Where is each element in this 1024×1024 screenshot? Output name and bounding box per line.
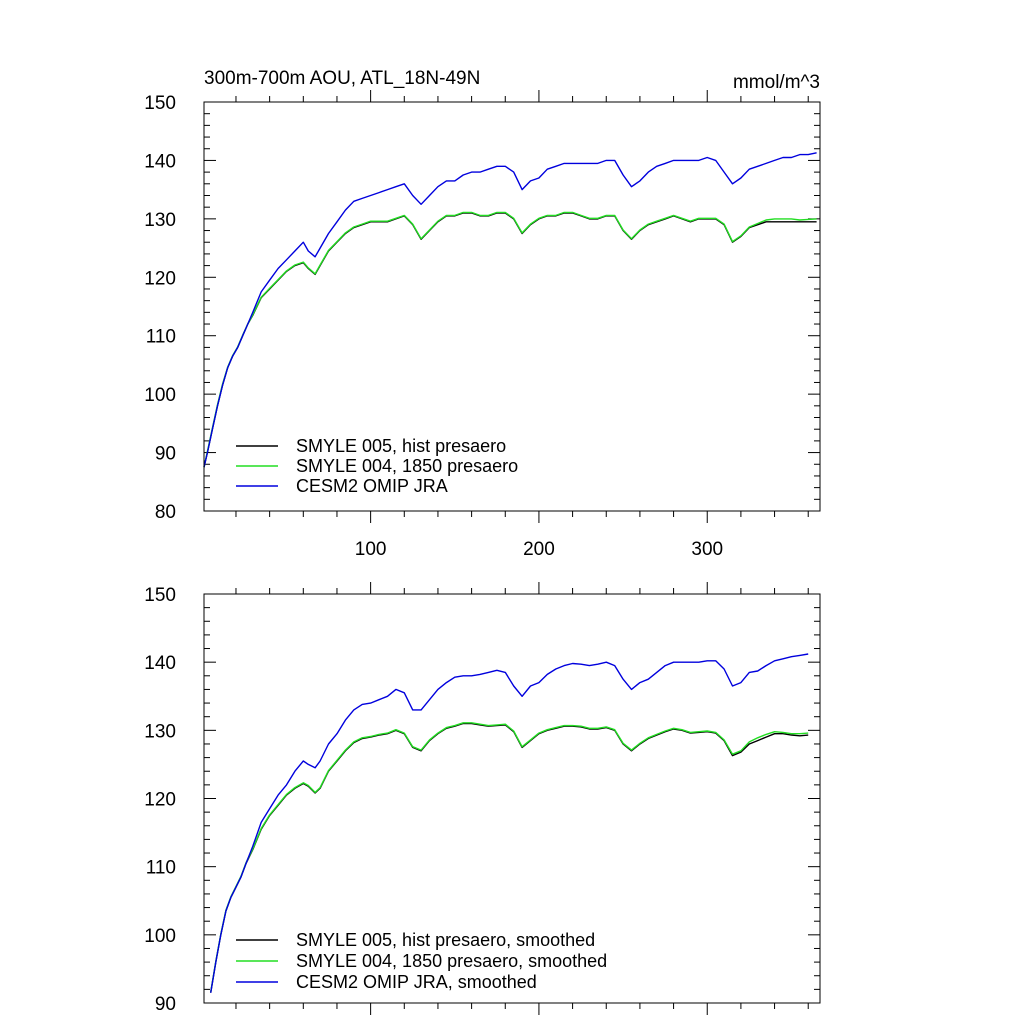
- units-label: mmol/m^3: [733, 72, 820, 93]
- y-tick-label: 90: [155, 444, 176, 465]
- y-tick-label: 150: [144, 585, 176, 606]
- y-tick-label: 140: [144, 151, 176, 172]
- legend-label: SMYLE 004, 1850 presaero: [296, 456, 518, 476]
- y-tick-label: 90: [155, 994, 176, 1015]
- series-line: [210, 653, 809, 993]
- series-line: [210, 722, 809, 993]
- x-tick-label: 200: [523, 539, 555, 560]
- x-tick-label: 300: [691, 539, 723, 560]
- y-tick-label: 110: [146, 858, 176, 879]
- legend: SMYLE 005, hist presaero, smoothedSMYLE …: [236, 930, 607, 992]
- series-lines: [210, 653, 809, 993]
- y-tick-label: 130: [144, 210, 176, 231]
- y-tick-label: 140: [144, 653, 176, 674]
- legend-label: SMYLE 005, hist presaero, smoothed: [296, 930, 595, 950]
- series-line: [203, 152, 817, 468]
- chart-panel-top: 300m-700m AOU, ATL_18N-49N mmol/m^3 80 90…: [144, 68, 821, 560]
- y-tick-label: 150: [144, 93, 176, 114]
- y-tick-labels: 80 90 100 110 120 130 140 150: [144, 93, 176, 523]
- plot-frame: [203, 593, 821, 1004]
- y-tick-label: 130: [144, 721, 176, 742]
- y-tick-label: 100: [144, 385, 176, 406]
- x-tick-label: 100: [355, 539, 387, 560]
- axis-ticks: [204, 582, 820, 1015]
- chart-panel-bottom: 90 100 110 120 130 140 150 SMYLE 005, hist pre…: [144, 582, 821, 1015]
- x-tick-labels: 100 200 300: [355, 539, 723, 560]
- legend-label: SMYLE 005, hist presaero: [296, 436, 506, 456]
- y-tick-label: 120: [144, 268, 176, 289]
- series-line: [203, 211, 817, 468]
- y-tick-label: 100: [144, 926, 176, 947]
- legend-label: CESM2 OMIP JRA: [296, 476, 448, 496]
- series-lines: [203, 152, 817, 468]
- legend-label: CESM2 OMIP JRA, smoothed: [296, 972, 537, 992]
- plot-frame: [203, 101, 821, 512]
- y-tick-label: 120: [144, 790, 176, 811]
- chart-title: 300m-700m AOU, ATL_18N-49N: [204, 68, 480, 89]
- y-tick-labels: 90 100 110 120 130 140 150: [144, 585, 176, 1015]
- legend-label: SMYLE 004, 1850 presaero, smoothed: [296, 951, 607, 971]
- y-tick-label: 110: [146, 327, 176, 348]
- y-tick-label: 80: [155, 502, 176, 523]
- series-line: [203, 212, 817, 468]
